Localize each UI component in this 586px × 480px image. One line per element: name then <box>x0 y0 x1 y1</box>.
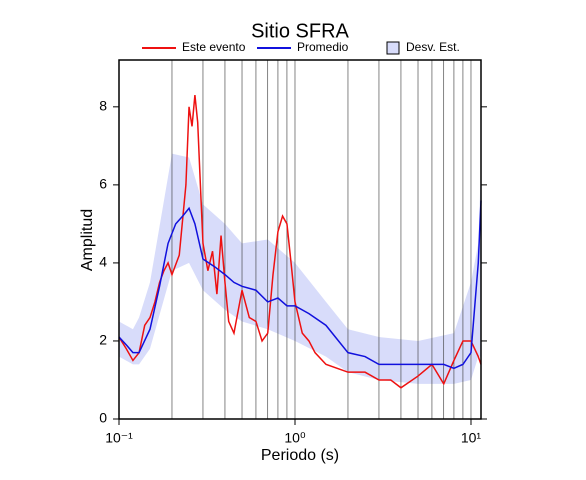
y-tick-label: 8 <box>99 98 107 114</box>
legend-label: Este evento <box>182 40 246 54</box>
y-tick-label: 2 <box>99 332 107 348</box>
std-band <box>119 153 481 384</box>
legend-swatch <box>386 41 400 55</box>
legend-label: Promedio <box>297 40 349 54</box>
x-tick-label: 10⁻¹ <box>105 430 133 446</box>
x-tick-label: 10¹ <box>461 430 482 446</box>
x-tick-label: 10⁰ <box>284 430 306 446</box>
legend-label: Desv. Est. <box>406 40 460 54</box>
y-tick-label: 6 <box>99 176 107 192</box>
y-axis-label: Amplitud <box>79 209 96 271</box>
line <box>118 95 482 389</box>
line <box>118 200 482 370</box>
y-tick-label: 0 <box>99 410 107 426</box>
plot-frame <box>118 59 482 420</box>
x-axis-label: Periodo (s) <box>261 447 339 464</box>
chart-title: Sitio SFRA <box>251 20 349 42</box>
y-tick-label: 4 <box>99 254 107 270</box>
